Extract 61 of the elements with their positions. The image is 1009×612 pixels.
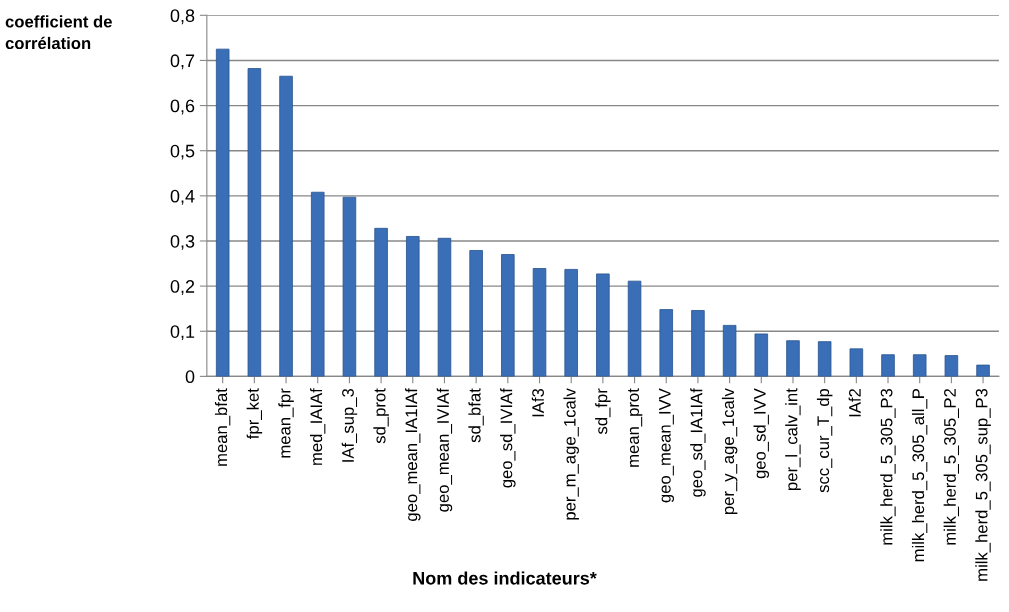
x-tick-label: med_IAIAf xyxy=(309,388,326,465)
bar xyxy=(754,333,769,377)
bar xyxy=(501,254,515,377)
x-tick-label: geo_sd_IVV xyxy=(753,388,770,479)
bar xyxy=(691,310,705,377)
x-tick-label: mean_fpr xyxy=(278,388,294,458)
x-tick-label: milk_herd_5_305_all_P xyxy=(911,389,928,562)
bar xyxy=(215,48,230,377)
x-tick-label: per_m_age_1calv xyxy=(563,388,579,520)
x-tick-label: geo_sd_IA1IAf xyxy=(690,388,706,497)
bar xyxy=(722,324,737,377)
bar xyxy=(532,268,547,377)
bar xyxy=(976,364,990,377)
bar xyxy=(627,280,642,377)
bar xyxy=(881,354,895,377)
x-tick-label: milk_herd_5_305_P2 xyxy=(943,389,960,545)
x-tick-label: sd_bfat xyxy=(468,388,484,443)
y-tick-label: 0 xyxy=(185,370,195,384)
y-tick-label: 0,1 xyxy=(170,325,195,341)
bar xyxy=(310,191,325,377)
bar xyxy=(817,341,832,377)
bar xyxy=(659,309,673,377)
x-tick-label: fpr_ket xyxy=(246,388,263,439)
x-tick-label: mean_prot xyxy=(628,388,643,467)
x-tick-label: geo_mean_IA1IAf xyxy=(405,388,421,521)
x-tick-label: milk_herd_5_305_sup_P3 xyxy=(975,388,991,581)
bar xyxy=(596,273,610,377)
x-tick-label: IAf3 xyxy=(531,388,544,417)
y-axis-title: coefficient de corrélation xyxy=(5,15,112,50)
bar xyxy=(279,75,293,377)
x-tick-label: per_y_age_1calv xyxy=(721,388,738,515)
y-tick-label: 0,5 xyxy=(170,144,195,160)
bar xyxy=(944,355,959,377)
x-tick-label: per_l_calv_int xyxy=(785,388,801,490)
bar xyxy=(912,354,927,377)
bar xyxy=(342,196,357,377)
y-tick-label: 0,8 xyxy=(170,9,195,25)
y-tick-label: 0,6 xyxy=(170,99,195,115)
x-tick-label: sd_fpr xyxy=(595,388,611,435)
x-tick-label: sd_prot xyxy=(373,388,389,444)
y-tick-label: 0,7 xyxy=(170,54,195,70)
bar xyxy=(437,237,452,377)
bar xyxy=(374,227,388,377)
x-tick-label: scc_cur_T_dp xyxy=(816,388,833,493)
x-tick-label: geo_mean_IVV xyxy=(659,388,675,503)
x-axis-title: Nom des indicateurs* xyxy=(413,571,597,585)
y-tick-label: 0,2 xyxy=(170,280,195,295)
y-tick-label: 0,4 xyxy=(170,189,195,205)
x-tick-label: milk_herd_5_305_P3 xyxy=(880,388,896,545)
bar xyxy=(849,348,864,377)
bar xyxy=(786,340,800,377)
x-tick-label: mean_bfat xyxy=(214,388,231,466)
x-tick-label: IAf_sup_3 xyxy=(341,388,358,462)
bar xyxy=(247,68,262,377)
bar xyxy=(564,268,578,377)
y-tick-label: 0,3 xyxy=(170,234,195,250)
bar xyxy=(406,236,420,377)
x-tick-label: IAf2 xyxy=(848,389,861,417)
bar xyxy=(469,250,483,377)
x-tick-label: geo_mean_IVIAf xyxy=(436,388,453,512)
x-tick-label: geo_sd_IVIAf xyxy=(500,388,516,488)
